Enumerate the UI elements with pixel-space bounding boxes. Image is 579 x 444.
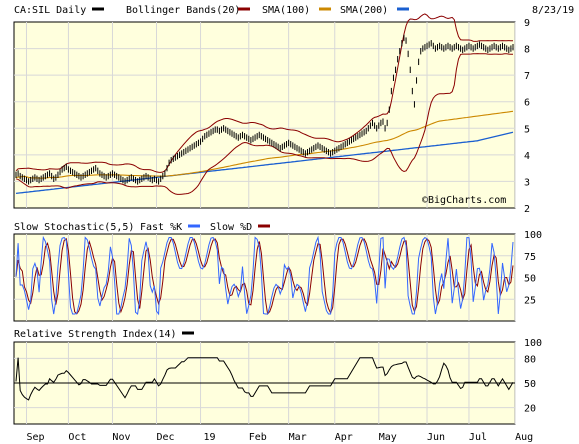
x-tick-label: 19 (204, 432, 216, 443)
x-tick-label: Jul (469, 432, 487, 443)
rsi-tick-label: 50 (524, 379, 536, 390)
rsi-line (15, 357, 514, 401)
price-tick-label: 8 (524, 45, 530, 56)
x-tick-label: Apr (335, 432, 353, 443)
price-tick-label: 7 (524, 71, 530, 82)
x-tick-label: Sep (26, 432, 44, 443)
rsi-title: Relative Strength Index(14) (14, 329, 177, 340)
price-tick-label: 3 (524, 177, 530, 188)
chart-date: 8/23/19 (532, 5, 574, 16)
price-panel (13, 21, 516, 209)
x-tick-label: Aug (515, 432, 533, 443)
x-tick-label: Dec (156, 432, 174, 443)
slow-d-line (15, 237, 514, 316)
stochastic-grid (14, 234, 516, 321)
stochastic-tick-label: 25 (524, 295, 536, 306)
x-tick-label: Oct (68, 432, 86, 443)
bollinger-lower-line (15, 53, 513, 195)
x-axis-labels: Sep Oct Nov Dec 19 Feb Mar Apr May Jun Jul Aug (26, 432, 533, 443)
stochastic-tick-label: 50 (524, 274, 536, 285)
bollinger-upper-line (15, 13, 513, 173)
price-tick-label: 5 (524, 124, 530, 135)
stochastic-legend-slow: Slow %D (210, 222, 252, 233)
sma200-line (15, 131, 514, 195)
x-tick-label: Nov (112, 432, 130, 443)
price-tick-label: 9 (524, 18, 530, 29)
stochastic-legend-fast: Fast %K (140, 222, 182, 233)
x-tick-label: May (379, 432, 397, 443)
price-tick-label: 6 (524, 98, 530, 109)
price-tick-label: 4 (524, 151, 530, 162)
rsi-tick-label: 80 (524, 354, 536, 365)
price-legend: CA:SIL Daily Bollinger Bands(20) SMA(100… (14, 5, 574, 16)
price-panel-series (15, 13, 514, 195)
x-tick-label: Mar (289, 432, 307, 443)
stochastic-tick-label: 75 (524, 252, 536, 263)
legend-label-sma200: SMA(200) (340, 5, 388, 16)
sma100-line (15, 110, 514, 179)
x-tick-label: Feb (249, 432, 267, 443)
rsi-series (14, 357, 515, 401)
price-panel-grid (14, 22, 516, 208)
price-tick-label: 2 (524, 204, 530, 215)
fast-k-line (15, 235, 514, 316)
stochastic-series (15, 235, 514, 316)
stochastic-tick-label: 100 (524, 230, 542, 241)
stochastic-title: Slow Stochastic(5,5) (14, 222, 134, 233)
rsi-tick-label: 20 (524, 404, 536, 415)
symbol-label: CA:SIL Daily (14, 5, 86, 16)
legend-label-bollinger: Bollinger Bands(20) (126, 5, 240, 16)
x-tick-label: Jun (427, 432, 445, 443)
rsi-tick-label: 100 (524, 338, 542, 349)
price-axis: 2 3 4 5 6 7 8 9 (524, 18, 530, 215)
stochastic-axis: 25 50 75 100 (524, 230, 542, 306)
legend-label-sma100: SMA(100) (262, 5, 310, 16)
rsi-axis: 20 50 80 100 (524, 338, 542, 415)
watermark: ©BigCharts.com (422, 195, 506, 206)
